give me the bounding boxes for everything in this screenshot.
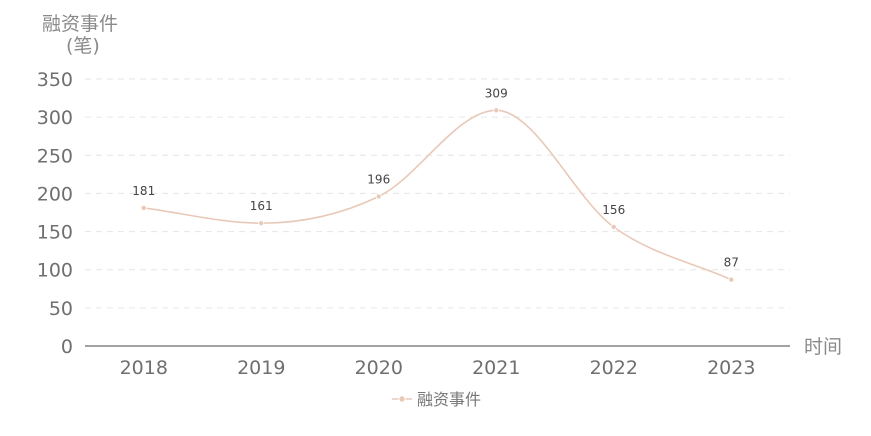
y-tick-label: 200 [37,183,73,205]
data-point[interactable] [728,276,735,283]
data-point[interactable] [375,193,382,200]
y-tick-label: 150 [37,222,73,244]
x-tick-label: 2018 [120,357,168,379]
data-label: 309 [485,86,508,100]
data-points [140,107,735,283]
data-point[interactable] [493,107,500,114]
data-labels: 181 161 196 309 156 87 [132,86,739,269]
y-tick-label: 100 [37,260,73,282]
x-tick-labels: 2018 2019 2020 2021 2022 2023 [120,357,756,379]
data-label: 156 [602,203,625,217]
y-tick-label: 300 [37,107,73,129]
x-tick-label: 2020 [355,357,403,379]
legend[interactable]: 融资事件 [392,390,481,409]
series-lines [143,109,732,281]
data-point[interactable] [610,223,617,230]
x-tick-label: 2021 [472,357,520,379]
data-label: 87 [724,256,739,270]
data-label: 196 [367,172,390,186]
x-tick-label: 2022 [590,357,638,379]
y-axis-title-line2: (笔) [66,35,100,57]
x-axis-title: 时间 [804,336,842,358]
legend-label: 融资事件 [417,390,481,409]
y-axis-title-line1: 融资事件 [42,13,118,35]
x-tick-label: 2023 [707,357,755,379]
x-tick-label: 2019 [237,357,285,379]
y-tick-label: 350 [37,69,73,91]
data-label: 181 [132,184,155,198]
y-tick-label: 0 [61,336,73,358]
data-label: 161 [250,199,273,213]
y-tick-labels: 0 50 100 150 200 250 300 350 [37,69,73,358]
legend-marker-icon [398,395,406,403]
data-point[interactable] [258,220,265,227]
y-tick-label: 50 [49,298,73,320]
y-tick-label: 250 [37,145,73,167]
series-line [143,109,732,281]
data-point[interactable] [140,204,147,211]
grid-lines [85,78,790,309]
